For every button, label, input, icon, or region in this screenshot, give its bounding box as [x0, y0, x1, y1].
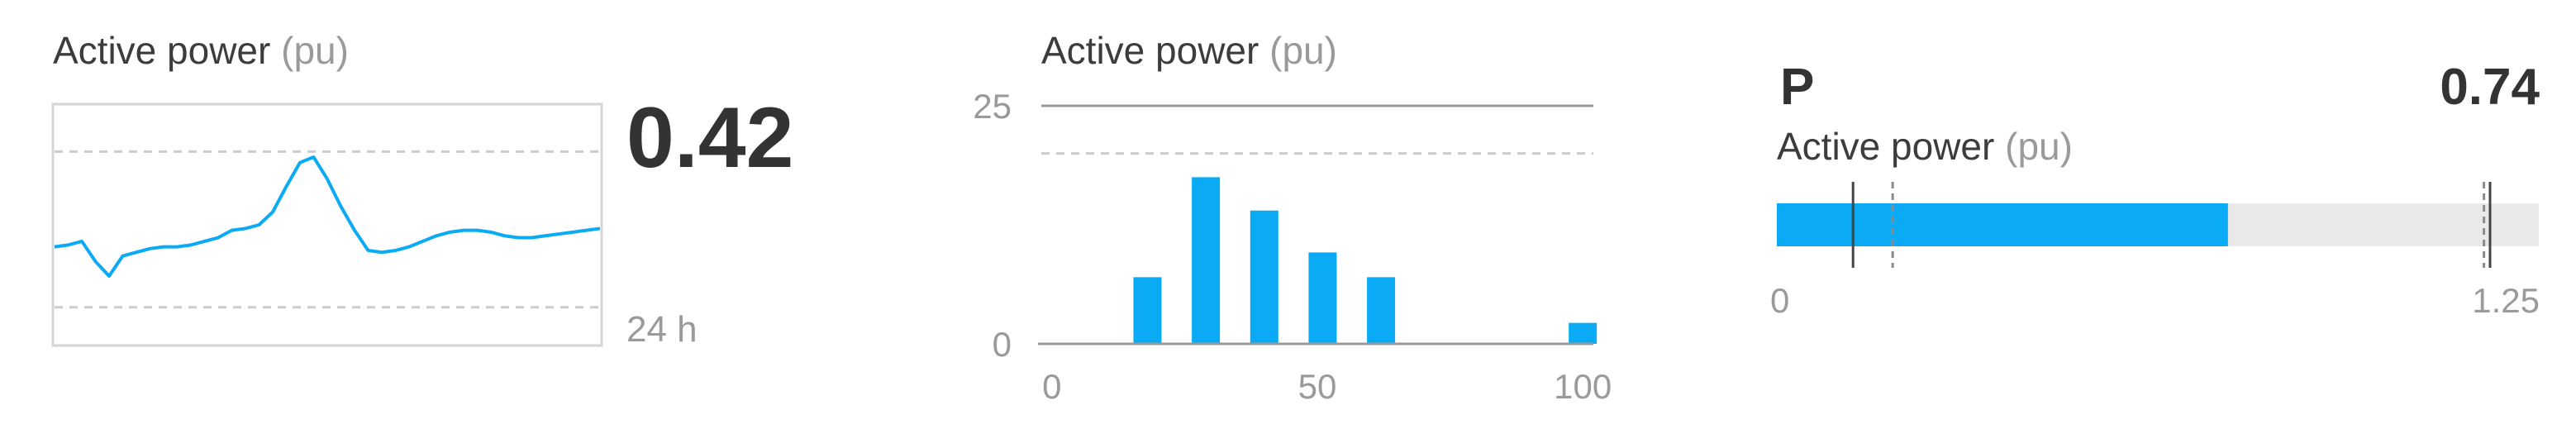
gauge-panel: P 0.74 Active power (pu) 0 1.25	[1736, 0, 2576, 448]
histogram-y-tick-label-0: 0	[993, 325, 1012, 364]
histogram-bar-4	[1367, 277, 1396, 344]
sparkline-title-text: Active power	[53, 29, 271, 72]
sparkline-panel: Active power (pu) 0.42 24 h	[0, 0, 826, 448]
sparkline-series-line	[54, 155, 601, 279]
gauge-max-label: 1.25	[2472, 281, 2540, 320]
histogram-x-tick-label-1: 50	[1298, 367, 1337, 406]
histogram-title: Active power (pu)	[1041, 28, 1337, 73]
sparkline-chart	[51, 102, 603, 347]
histogram-chart: 0 25 0 50 100	[973, 87, 1612, 406]
histogram-bar-3	[1308, 252, 1337, 344]
gauge-fill	[1777, 203, 2228, 246]
histogram-x-tick-label-0: 0	[1042, 367, 1061, 406]
histogram-title-text: Active power	[1041, 29, 1259, 72]
sparkline-value: 0.42	[626, 90, 794, 186]
histogram-panel: Active power (pu) 0 25 0 50 100	[909, 0, 1653, 448]
histogram-bar-1	[1192, 177, 1221, 344]
histogram-x-tick-label-2: 100	[1554, 367, 1612, 406]
gauge-chart	[1777, 182, 2539, 268]
histogram-y-tick-label-1: 25	[973, 87, 1012, 126]
gauge-title: Active power (pu)	[1777, 124, 2073, 169]
gauge-title-text: Active power	[1777, 125, 1995, 168]
gauge-value: 0.74	[2440, 59, 2540, 116]
gauge-unit: (pu)	[2005, 125, 2073, 168]
sparkline-window: 24 h	[626, 309, 698, 350]
gauge-symbol: P	[1780, 59, 1815, 116]
histogram-bar-5	[1569, 322, 1598, 344]
sparkline-title: Active power (pu)	[53, 28, 349, 73]
sparkline-unit: (pu)	[281, 29, 349, 72]
histogram-unit: (pu)	[1269, 29, 1337, 72]
histogram-bar-2	[1250, 210, 1278, 344]
gauge-min-label: 0	[1770, 281, 1790, 320]
histogram-bar-0	[1133, 277, 1162, 344]
sparkline-frame	[51, 102, 603, 347]
